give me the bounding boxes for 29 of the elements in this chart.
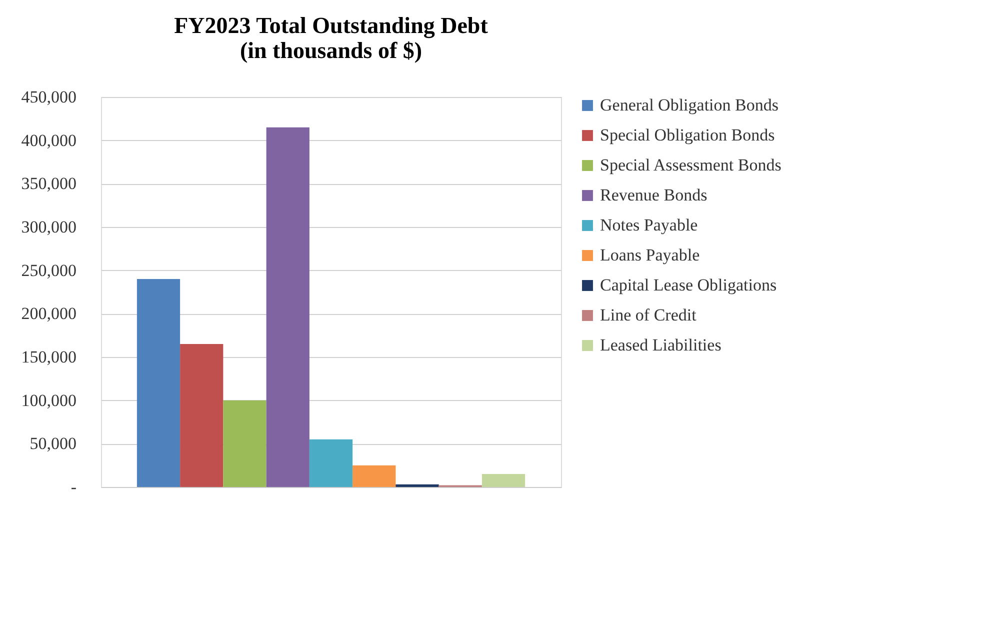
y-tick-label: 300,000: [21, 218, 76, 236]
legend-label: Leased Liabilities: [600, 336, 722, 354]
legend-label: Notes Payable: [600, 216, 698, 234]
bar: [223, 400, 266, 487]
bar: [136, 279, 180, 487]
y-tick-label: 250,000: [21, 260, 76, 280]
bar: [352, 465, 396, 487]
legend-label: Special Obligation Bonds: [600, 126, 775, 144]
y-tick-label: 200,000: [21, 304, 76, 324]
y-tick-label: 50,000: [30, 434, 76, 454]
legend-label: Capital Lease Obligations: [600, 276, 777, 294]
legend-label: Loans Payable: [600, 246, 700, 264]
bar: [482, 474, 526, 487]
legend-label: Special Assessment Bonds: [600, 156, 782, 174]
bar: [266, 127, 310, 487]
y-tick-label: 350,000: [21, 174, 76, 194]
y-tick-label: 450,000: [21, 88, 76, 106]
legend-label: Line of Credit: [600, 306, 697, 324]
bar: [180, 344, 224, 487]
bar: [309, 439, 353, 487]
legend-label: Revenue Bonds: [600, 186, 708, 204]
y-tick-label: 100,000: [21, 390, 76, 410]
text: FY2023 Total Outstanding Debt: [174, 13, 488, 38]
y-tick-label: 150,000: [21, 348, 76, 366]
bar: [396, 484, 439, 487]
text: (in thousands of $): [240, 38, 422, 63]
legend-label: General Obligation Bonds: [600, 96, 778, 114]
y-tick-label: 400,000: [21, 130, 76, 150]
y-tick-label: -: [70, 478, 77, 496]
